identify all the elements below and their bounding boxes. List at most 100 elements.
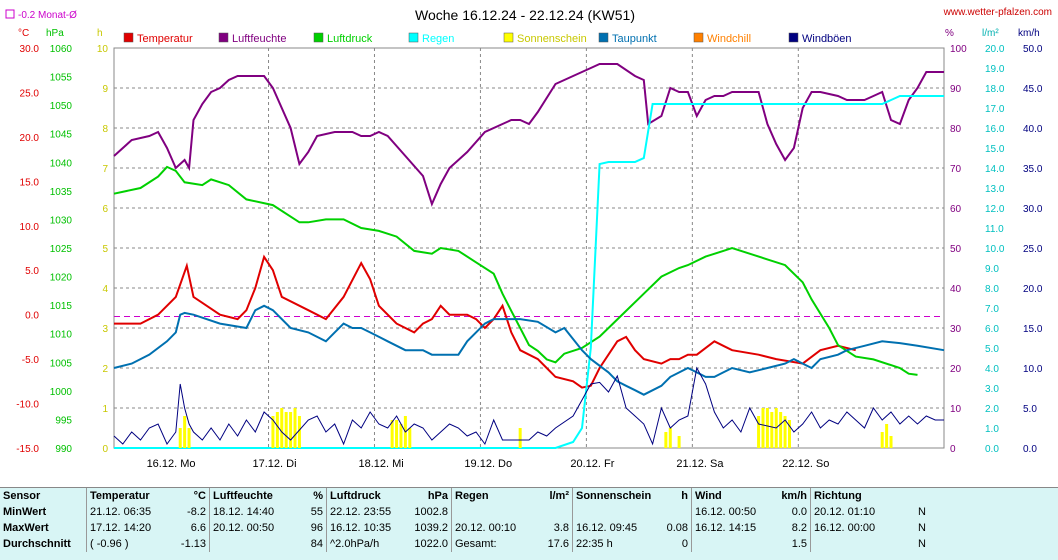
stats-row-label: MaxWert — [3, 522, 49, 534]
axis-tick-label-wind: 10.0 — [1023, 364, 1043, 375]
axis-tick-label-hum: 20 — [950, 364, 962, 375]
axis-tick-label-hum: 90 — [950, 84, 962, 95]
axis-tick-label-press: 1035 — [50, 187, 73, 198]
axis-tick-label-rain: 7.0 — [985, 304, 999, 315]
unit-press: hPa — [46, 28, 64, 39]
stats-row-label: MinWert — [3, 506, 47, 518]
stats-cell: N — [918, 538, 926, 550]
sunshine-bar — [297, 416, 301, 448]
sunshine-bar — [664, 432, 668, 448]
sunshine-bar — [280, 408, 284, 448]
axis-tick-label-rain: 1.0 — [985, 424, 999, 435]
axis-tick-label-temp: 25.0 — [20, 88, 40, 99]
stats-header-sensor: Sensor — [3, 490, 41, 502]
stats-cell: 20.12. 00:50 — [209, 520, 292, 536]
chart-title: Woche 16.12.24 - 22.12.24 (KW51) — [415, 7, 635, 23]
unit-hum: % — [945, 28, 954, 39]
axis-tick-label-sun: 4 — [102, 284, 108, 295]
x-tick-label: 18.12. Mi — [358, 458, 403, 470]
axis-tick-label-wind: 0.0 — [1023, 444, 1037, 455]
stats-cell: 16.12. 10:35 — [326, 520, 407, 536]
stats-cell: ( -0.96 ) — [86, 536, 169, 552]
axis-tick-label-rain: 12.0 — [985, 204, 1005, 215]
axis-tick-label-sun: 10 — [97, 44, 109, 55]
sunshine-bar — [770, 412, 774, 448]
sunshine-bar — [761, 408, 765, 448]
x-tick-label: 21.12. Sa — [676, 458, 724, 470]
legend-label: Luftfeuchte — [232, 33, 286, 45]
stats-cell: N — [918, 506, 926, 518]
stats-row-label: Durchschnitt — [3, 538, 71, 550]
axis-tick-label-wind: 50.0 — [1023, 44, 1043, 55]
stats-row: Durchschnitt ( -0.96 ) -1.13 84 ^2.0hPa/… — [0, 536, 929, 552]
series-line-taupunkt — [113, 304, 945, 396]
axis-tick-label-hum: 0 — [950, 444, 956, 455]
axis-tick-label-hum: 80 — [950, 124, 962, 135]
sunshine-bar — [787, 420, 791, 448]
axis-tick-label-press: 1060 — [50, 44, 73, 55]
legend-label: Taupunkt — [612, 33, 657, 45]
legend-swatch — [408, 32, 419, 43]
unit-temp: °C — [18, 28, 29, 39]
axis-tick-label-temp: 5.0 — [25, 266, 39, 277]
axis-tick-label-press: 1010 — [50, 330, 73, 341]
axis-tick-label-temp: -15.0 — [16, 444, 39, 455]
stats-header-dir-unit — [893, 488, 929, 504]
stats-header-press-unit: hPa — [427, 490, 448, 502]
stats-cell: 16.12. 00:50 — [691, 504, 774, 520]
stats-header-sun-unit: h — [681, 490, 688, 502]
stats-cell — [691, 536, 774, 552]
axis-tick-label-hum: 50 — [950, 244, 962, 255]
x-tick-label: 17.12. Di — [253, 458, 297, 470]
axis-tick-label-wind: 35.0 — [1023, 164, 1043, 175]
stats-cell: 55 — [310, 506, 323, 518]
axis-tick-label-rain: 5.0 — [985, 344, 999, 355]
unit-wind: km/h — [1018, 28, 1040, 39]
stats-header-rain-unit: l/m² — [549, 490, 569, 502]
axis-tick-label-hum: 30 — [950, 324, 962, 335]
stats-cell: 22.12. 23:55 — [326, 504, 407, 520]
axis-tick-label-sun: 7 — [102, 164, 108, 175]
unit-rain: l/m² — [982, 28, 999, 39]
sunshine-bar — [293, 408, 297, 448]
axis-tick-label-rain: 17.0 — [985, 104, 1005, 115]
legend-label: Windböen — [802, 33, 852, 45]
stats-cell: 8.2 — [791, 522, 807, 534]
axis-tick-label-rain: 15.0 — [985, 144, 1005, 155]
stats-cell: 18.12. 14:40 — [209, 504, 292, 520]
axis-tick-label-press: 1015 — [50, 301, 73, 312]
axis-tick-label-hum: 40 — [950, 284, 962, 295]
axis-tick-label-sun: 5 — [102, 244, 108, 255]
sunshine-bar — [779, 412, 783, 448]
legend-swatch — [788, 32, 799, 43]
axis-tick-label-press: 1005 — [50, 358, 73, 369]
legend-label: Luftdruck — [327, 33, 373, 45]
axis-tick-label-hum: 60 — [950, 204, 962, 215]
axis-tick-label-rain: 11.0 — [985, 224, 1004, 235]
axis-tick-label-rain: 20.0 — [985, 44, 1005, 55]
legend-label: Sonnenschein — [517, 33, 587, 45]
stats-header-sun: Sonnenschein — [572, 488, 655, 504]
stats-header-temp: Temperatur — [86, 488, 169, 504]
axis-tick-label-press: 1040 — [50, 158, 73, 169]
x-tick-label: 19.12. Do — [464, 458, 512, 470]
series-line-windböen — [113, 366, 944, 446]
x-tick-label: 20.12. Fr — [570, 458, 614, 470]
weather-chart: Woche 16.12.24 - 22.12.24 (KW51) www.wet… — [5, 7, 1052, 470]
x-tick-label: 22.12. So — [782, 458, 829, 470]
stats-cell: 20.12. 01:10 — [810, 504, 893, 520]
axis-tick-label-rain: 2.0 — [985, 404, 999, 415]
stats-header-row: Sensor Temperatur °C Luftfeuchte % Luftd… — [0, 488, 929, 504]
series-line-luftdruck — [113, 165, 918, 376]
stats-row: MinWert 21.12. 06:35 -8.2 18.12. 14:40 5… — [0, 504, 929, 520]
sunshine-bar — [183, 416, 187, 448]
sunshine-bar — [289, 412, 293, 448]
axis-tick-label-press: 1000 — [50, 387, 73, 398]
sunshine-bar — [178, 428, 182, 448]
stats-cell: 17.12. 14:20 — [86, 520, 169, 536]
stats-header-wind-unit: km/h — [781, 490, 807, 502]
stats-cell: 16.12. 09:45 — [572, 520, 655, 536]
stats-cell: N — [918, 522, 926, 534]
axis-tick-label-sun: 9 — [102, 84, 108, 95]
sunshine-bar — [677, 436, 681, 448]
